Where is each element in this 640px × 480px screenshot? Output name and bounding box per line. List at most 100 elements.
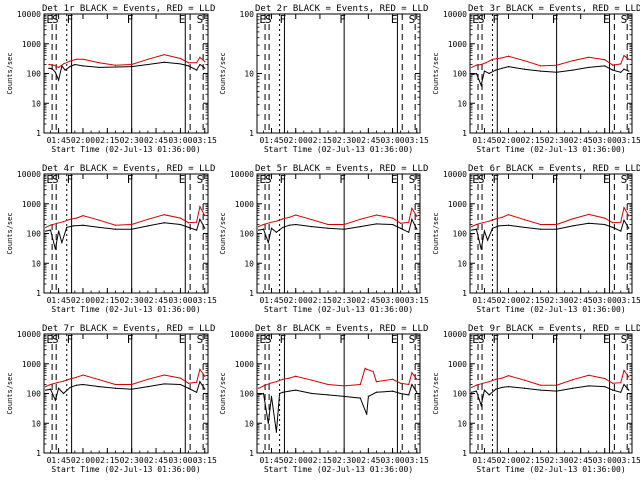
plot-frame (256, 173, 421, 294)
x-tick-label: 01:45 (472, 136, 496, 145)
marker-label: E (46, 173, 53, 186)
x-tick-label: 02:00 (71, 296, 95, 305)
plot-frame (469, 333, 633, 454)
x-tick-label: 01:45 (47, 296, 71, 305)
x-axis-label: Start Time (02-Jul-13 01:36:00) (476, 145, 625, 154)
data-point-events (275, 431, 277, 433)
data-point-events (620, 230, 622, 232)
data-point-lld (262, 385, 265, 387)
data-point-events (267, 422, 269, 424)
marker-label: E (259, 333, 266, 346)
data-point-lld (75, 58, 78, 60)
x-tick-label: 02:15 (308, 136, 332, 145)
x-tick-label: 03:00 (168, 296, 192, 305)
y-axis-label: Counts/sec (219, 372, 227, 414)
marker-label: S (621, 13, 628, 26)
series-line-lld (471, 369, 630, 388)
data-point-events (45, 230, 47, 232)
data-point-events (199, 218, 201, 220)
data-point-events (588, 222, 590, 224)
marker-label: F (127, 333, 134, 346)
data-point-lld (269, 382, 271, 384)
plot-frame (469, 13, 633, 134)
data-point-events (187, 387, 190, 389)
data-point-lld (620, 221, 622, 223)
data-point-events (411, 383, 413, 386)
data-point-events (179, 383, 181, 386)
marker-label: E (391, 333, 398, 346)
data-point-events (82, 65, 84, 67)
data-point-events (204, 227, 206, 229)
data-point-events (556, 390, 558, 392)
y-tick-label: 10000 (17, 10, 41, 19)
y-tick-label: 100 (27, 70, 42, 79)
data-point-lld (488, 220, 490, 222)
y-axis-label: Counts/sec (6, 372, 14, 414)
data-point-lld (556, 384, 558, 386)
data-point-lld (501, 216, 503, 218)
data-point-lld (275, 220, 277, 222)
data-point-events (483, 230, 486, 232)
data-point-lld (628, 58, 630, 60)
x-tick-label: 02:30 (545, 296, 569, 305)
data-point-lld (411, 207, 413, 209)
x-tick-label: 03:15 (193, 296, 217, 305)
data-point-lld (400, 222, 402, 224)
y-tick-label: 10 (457, 259, 467, 268)
data-point-lld (499, 57, 502, 59)
series-line-events (48, 61, 206, 82)
y-tick-label: 10 (31, 419, 41, 428)
x-tick-label: 02:30 (332, 296, 356, 305)
data-point-events (483, 389, 486, 391)
data-point-events (604, 386, 606, 388)
plot-title: Det 4r BLACK = Events, RED = LLD (42, 164, 215, 174)
data-point-lld (82, 214, 84, 217)
y-tick-label: 1000 (22, 200, 41, 209)
x-tick-label: 02:30 (545, 456, 569, 465)
data-point-lld (488, 381, 490, 383)
data-point-events (391, 390, 394, 392)
plot-panel-6: Det 6r BLACK = Events, RED = LLD Counts/s… (432, 164, 640, 314)
data-point-lld (282, 378, 284, 380)
data-point-events (82, 224, 84, 226)
marker-label: F (127, 173, 134, 186)
plot-panel-9: Det 9r BLACK = Events, RED = LLD Counts/s… (432, 324, 640, 474)
data-point-events (69, 66, 71, 68)
data-point-lld (58, 66, 60, 69)
data-point-events (400, 227, 402, 229)
data-point-events (501, 67, 503, 69)
data-point-events (480, 84, 482, 86)
y-tick-label: 100 (453, 230, 468, 239)
series-line-lld (471, 206, 630, 228)
x-tick-label: 03:00 (593, 136, 617, 145)
data-point-events (204, 388, 206, 390)
plot-frame (256, 333, 421, 454)
data-point-lld (196, 381, 198, 383)
data-point-lld (471, 66, 473, 69)
y-axis-label: Counts/sec (219, 212, 227, 254)
marker-label: S (197, 13, 204, 26)
y-tick-label: 1 (249, 449, 254, 458)
x-axis-label: Start Time (02-Jul-13 01:36:00) (51, 465, 200, 474)
data-point-events (54, 71, 56, 73)
data-point-events (270, 227, 273, 229)
data-point-lld (612, 382, 614, 384)
data-point-lld (275, 381, 277, 383)
data-point-events (179, 223, 181, 226)
plot-title: Det 2r BLACK = Events, RED = LLD (255, 4, 428, 14)
x-tick-label: 02:15 (308, 456, 332, 465)
data-point-lld (179, 57, 181, 60)
data-point-lld (114, 383, 117, 386)
data-point-events (196, 69, 198, 71)
x-tick-label: 01:45 (259, 136, 283, 145)
marker-label: S (409, 333, 416, 346)
data-point-lld (482, 382, 484, 384)
data-point-events (163, 61, 165, 63)
data-point-events (588, 385, 590, 387)
data-point-lld (620, 63, 622, 65)
data-point-events (282, 391, 284, 393)
x-tick-label: 01:45 (47, 136, 71, 145)
series-line-events (258, 383, 418, 433)
data-point-events (488, 72, 490, 75)
